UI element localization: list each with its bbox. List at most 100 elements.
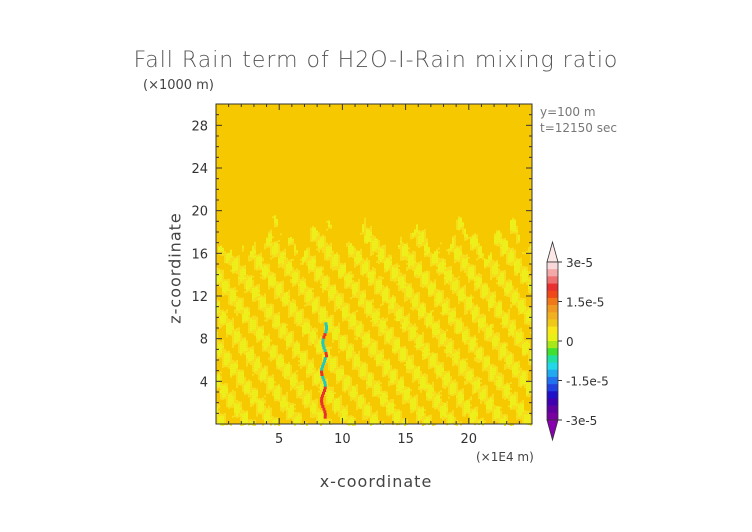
- field-cell: [234, 415, 236, 418]
- field-cell: [406, 288, 408, 291]
- field-cell: [384, 286, 386, 289]
- field-cell: [340, 364, 342, 367]
- field-cell: [400, 392, 402, 395]
- field-cell: [376, 324, 378, 327]
- field-cell: [254, 247, 256, 250]
- field-cell: [394, 298, 396, 301]
- field-cell: [380, 358, 382, 361]
- field-cell: [220, 269, 222, 272]
- field-cell: [312, 229, 314, 232]
- field-cell: [280, 407, 282, 410]
- field-cell: [372, 318, 374, 321]
- field-cell: [292, 336, 294, 339]
- field-cell: [360, 406, 362, 409]
- field-cell: [232, 319, 234, 322]
- field-cell: [258, 370, 260, 373]
- field-cell: [280, 395, 282, 398]
- field-cell: [232, 287, 234, 290]
- field-cell: [294, 283, 296, 286]
- field-cell: [310, 325, 312, 328]
- field-cell: [316, 242, 318, 245]
- field-cell: [300, 322, 302, 325]
- field-cell: [400, 378, 402, 381]
- field-cell: [354, 263, 356, 266]
- field-cell: [288, 311, 290, 314]
- field-cell: [304, 258, 306, 261]
- field-cell: [340, 414, 342, 417]
- field-cell: [330, 318, 332, 321]
- field-cell: [406, 390, 408, 393]
- field-cell: [338, 406, 340, 409]
- field-cell: [354, 359, 356, 362]
- field-cell: [266, 319, 268, 322]
- field-cell: [334, 402, 336, 405]
- field-cell: [224, 397, 226, 400]
- field-cell: [320, 319, 322, 322]
- field-cell: [400, 354, 402, 357]
- field-cell: [410, 263, 412, 266]
- field-cell: [404, 277, 406, 280]
- field-cell: [236, 360, 238, 363]
- field-cell: [306, 291, 308, 294]
- field-cell: [402, 394, 404, 397]
- field-cell: [218, 376, 220, 379]
- field-cell: [240, 345, 242, 348]
- field-cell: [408, 365, 410, 368]
- field-cell: [408, 289, 410, 292]
- field-cell: [274, 287, 276, 290]
- field-cell: [286, 365, 288, 368]
- field-cell: [348, 315, 350, 318]
- field-cell: [250, 353, 252, 356]
- field-cell: [322, 306, 324, 309]
- field-cell: [224, 415, 226, 418]
- field-cell: [366, 231, 368, 234]
- field-cell: [376, 350, 378, 353]
- field-cell: [246, 282, 248, 285]
- field-cell: [390, 257, 392, 260]
- field-cell: [306, 357, 308, 360]
- field-cell: [254, 251, 256, 254]
- field-cell: [236, 272, 238, 275]
- field-cell: [272, 216, 274, 219]
- field-cell: [238, 273, 240, 276]
- field-cell: [402, 356, 404, 359]
- field-cell: [252, 359, 254, 362]
- field-cell: [276, 313, 278, 316]
- field-cell: [224, 349, 226, 352]
- field-cell: [218, 300, 220, 303]
- field-cell: [266, 337, 268, 340]
- field-cell: [270, 381, 272, 384]
- field-cell: [230, 263, 232, 266]
- field-cell: [272, 312, 274, 315]
- field-cell: [320, 351, 322, 354]
- field-cell: [226, 385, 228, 388]
- field-cell: [368, 233, 370, 236]
- field-cell: [326, 348, 328, 351]
- field-cell: [298, 342, 300, 345]
- field-cell: [340, 294, 342, 297]
- field-cell: [310, 373, 312, 376]
- field-cell: [362, 268, 364, 271]
- field-cell: [314, 301, 316, 304]
- field-cell: [318, 296, 320, 299]
- field-cell: [240, 373, 242, 376]
- field-cell: [306, 369, 308, 372]
- field-cell: [352, 417, 354, 420]
- field-cell: [320, 245, 322, 248]
- field-cell: [338, 372, 340, 375]
- field-cell: [372, 344, 374, 347]
- field-cell: [268, 311, 270, 314]
- field-cell: [280, 257, 282, 260]
- field-cell: [260, 362, 262, 365]
- field-cell: [236, 312, 238, 315]
- field-cell: [224, 321, 226, 324]
- field-cell: [310, 333, 312, 336]
- field-cell: [310, 235, 312, 238]
- field-cell: [282, 358, 284, 361]
- field-cell: [342, 345, 344, 348]
- field-cell: [228, 298, 230, 301]
- field-cell: [394, 376, 396, 379]
- field-cell: [314, 367, 316, 370]
- field-cell: [258, 286, 260, 289]
- field-cell: [404, 359, 406, 362]
